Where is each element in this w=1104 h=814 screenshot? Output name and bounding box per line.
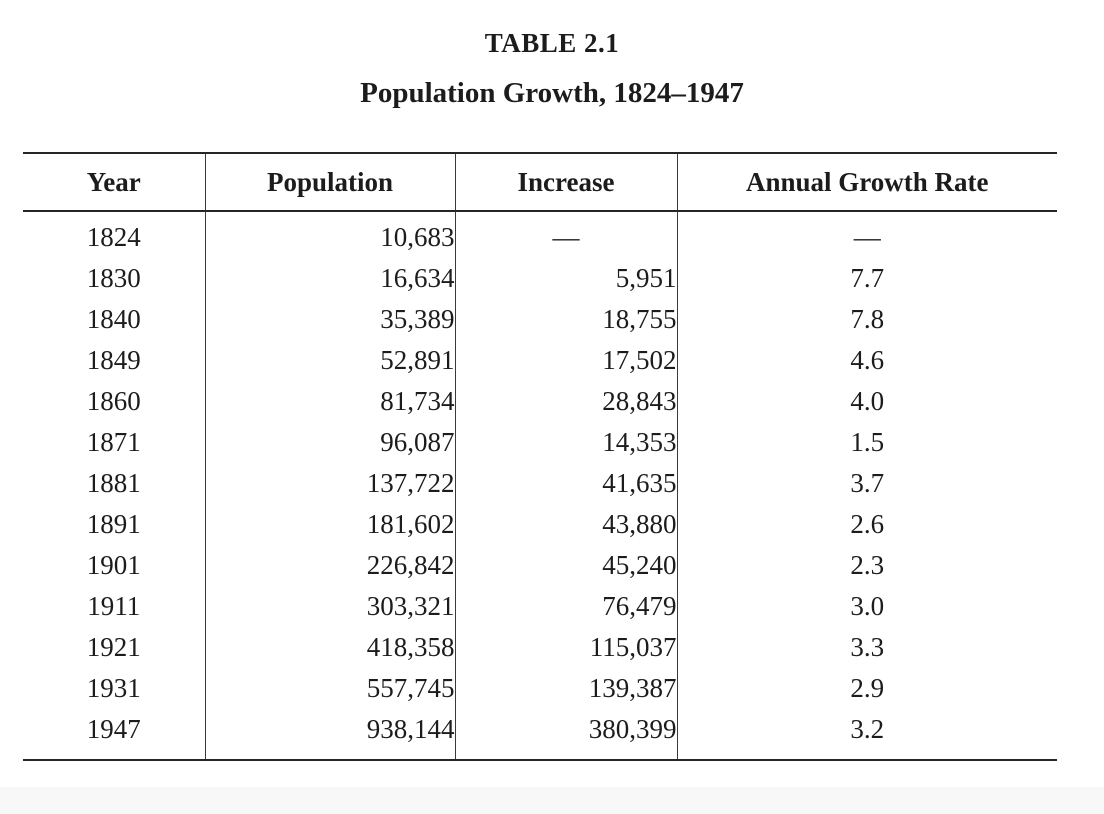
table-cell-increase: 380,399: [454, 709, 677, 761]
table-cell-population: 938,144: [204, 709, 455, 761]
table-row: 1824 10,683— —: [23, 211, 1057, 258]
table-cell-annual-growth-rate: 4.0: [676, 381, 1057, 422]
table-cell-year: 1824: [86, 222, 141, 252]
table-cell-increase: 45,240: [454, 545, 677, 586]
table-cell-year: 1921: [86, 632, 141, 662]
table-cell-year: 1849: [86, 345, 141, 375]
column-header-annual-growth-rate: Annual Growth Rate: [676, 153, 1057, 212]
table-cell-population: 96,087: [204, 422, 455, 463]
table-cell-year: 1871: [86, 427, 141, 457]
table-row: 1849 52,891 17,502 4.6: [23, 340, 1057, 381]
table-row: 1881 137,722 41,635 3.7: [23, 463, 1057, 504]
table-cell-increase: 18,755: [454, 299, 677, 340]
table-body: 1824 10,683— —1830 16,634 5,951 7.7 1840 35,389…: [23, 211, 1057, 761]
table-cell-population: 303,321: [204, 586, 455, 627]
table-cell-population: 10,683: [204, 211, 455, 258]
table-cell-population: 226,842: [204, 545, 455, 586]
table-cell-increase: 28,843: [454, 381, 677, 422]
header-row: Year Population Increase Annual Growth R…: [23, 153, 1057, 212]
table-row: 1871 96,087 14,353 1.5: [23, 422, 1057, 463]
table-cell-annual-growth-rate: 3.7: [676, 463, 1057, 504]
column-header-increase: Increase: [454, 153, 677, 212]
table-row: 1911 303,321 76,479 3.0: [23, 586, 1057, 627]
table-cell-year: 1891: [86, 509, 141, 539]
table-cell-year: 1881: [86, 468, 141, 498]
table-number-label: TABLE 2.1: [484, 28, 620, 58]
table-cell-year: 1911: [87, 591, 141, 621]
table-cell-population: 35,389: [204, 299, 455, 340]
table-cell-increase: 43,880: [454, 504, 677, 545]
table-cell-population: 557,745: [204, 668, 455, 709]
table-cell-annual-growth-rate: 2.9: [676, 668, 1057, 709]
table-cell-annual-growth-rate: 2.6: [676, 504, 1057, 545]
table-row: 1901 226,842 45,240 2.3: [23, 545, 1057, 586]
table-cell-annual-growth-rate: 7.7: [676, 258, 1057, 299]
table-cell-year: 1840: [86, 304, 141, 334]
table-cell-increase: —: [454, 211, 677, 258]
table-cell-population: 181,602: [204, 504, 455, 545]
table-cell-year: 1901: [86, 550, 141, 580]
table-cell-year: 1830: [86, 263, 141, 293]
table-cell-population: 418,358: [204, 627, 455, 668]
table-row: 1931 557,745 139,387 2.9: [23, 668, 1057, 709]
table-cell-increase: 115,037: [454, 627, 677, 668]
table-cell-increase: 76,479: [454, 586, 677, 627]
table-row: 1840 35,389 18,755 7.8: [23, 299, 1057, 340]
table-cell-annual-growth-rate: 2.3: [676, 545, 1057, 586]
table-cell-year: 1860: [86, 386, 141, 416]
table-row: 1830 16,634 5,951 7.7: [23, 258, 1057, 299]
bottom-strip: [0, 787, 1104, 814]
table-caption: TABLE 2.1 Population Growth, 1824–1947: [0, 28, 1104, 110]
table-cell-population: 137,722: [204, 463, 455, 504]
table-row: 1860 81,734 28,843 4.0: [23, 381, 1057, 422]
table-cell-annual-growth-rate: —: [676, 211, 1057, 258]
table-cell-annual-growth-rate: 3.0: [676, 586, 1057, 627]
table-cell-annual-growth-rate: 4.6: [676, 340, 1057, 381]
table-cell-annual-growth-rate: 3.3: [676, 627, 1057, 668]
table-cell-population: 16,634: [204, 258, 455, 299]
table-cell-year: 1931: [86, 673, 141, 703]
table-row: 1921 418,358 115,037 3.3: [23, 627, 1057, 668]
column-header-year: Year: [23, 153, 205, 212]
table-cell-annual-growth-rate: 3.2: [676, 709, 1057, 761]
table-cell-population: 52,891: [204, 340, 455, 381]
table-cell-increase: 17,502: [454, 340, 677, 381]
table-cell-increase: 5,951: [454, 258, 677, 299]
table-cell-increase: 41,635: [454, 463, 677, 504]
population-growth-table: Year Population Increase Annual Growth R…: [23, 152, 1057, 761]
table-cell-annual-growth-rate: 7.8: [676, 299, 1057, 340]
table-cell-annual-growth-rate: 1.5: [676, 422, 1057, 463]
table-cell-population: 81,734: [204, 381, 455, 422]
column-header-population: Population: [204, 153, 455, 212]
table-row: 1947 938,144 380,399 3.2: [23, 709, 1057, 761]
table-row: 1891 181,602 43,880 2.6: [23, 504, 1057, 545]
table-title: Population Growth, 1824–1947: [360, 77, 744, 109]
table-cell-increase: 139,387: [454, 668, 677, 709]
table-cell-year: 1947: [23, 709, 205, 761]
table-cell-increase: 14,353: [454, 422, 677, 463]
